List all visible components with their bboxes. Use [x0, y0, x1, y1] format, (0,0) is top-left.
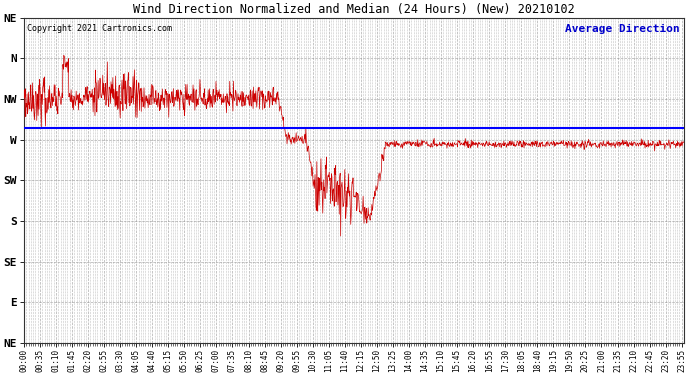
Text: Average Direction: Average Direction [566, 24, 680, 34]
Text: Copyright 2021 Cartronics.com: Copyright 2021 Cartronics.com [27, 24, 172, 33]
Title: Wind Direction Normalized and Median (24 Hours) (New) 20210102: Wind Direction Normalized and Median (24… [133, 3, 575, 16]
